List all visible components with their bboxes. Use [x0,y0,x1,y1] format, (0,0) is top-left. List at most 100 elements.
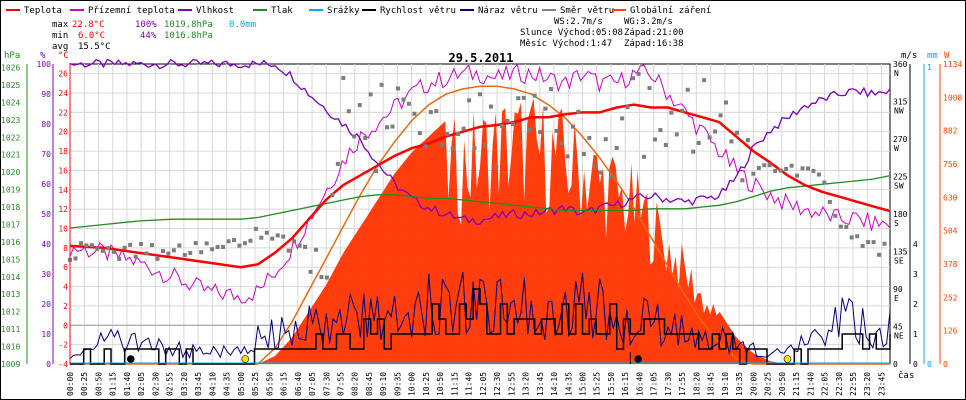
axis-temp-tick: 12 [58,205,68,214]
wind-direction-point [680,108,685,113]
wind-direction-point [724,100,728,105]
wind-direction-point [652,137,657,142]
wind-direction-point [674,132,679,137]
wind-direction-point [685,87,690,92]
axis-direction-label: SW [894,182,904,191]
wind-direction-point [833,213,838,218]
wind-direction-point [576,109,581,114]
axis-w-tick: 756 [943,160,958,169]
wind-direction-point [281,234,286,239]
axis-hpa-tick: 1017 [1,220,20,229]
sun-set-marker [783,355,792,363]
axis-time-tick: 17:05 [650,372,659,396]
stat-min-press: 1016.8hPa [164,31,213,41]
axis-direction-label: NW [894,107,904,116]
axis-hpa-tick: 1016 [1,238,20,247]
wind-direction-point [368,92,373,97]
axis-direction-tick: 180 [893,210,908,219]
axis-direction-tick: 45 [893,323,903,332]
wind-direction-point [505,118,510,123]
axis-humidity-tick: 10 [41,330,51,339]
stat-avg-temp: 15.5°C [78,42,111,52]
axis-hpa-tick: 1019 [1,186,20,195]
info-wg: WG:3.2m/s [624,17,673,27]
series-ground-temperature [69,63,891,304]
wind-direction-point [412,111,417,116]
wind-direction-point [100,248,105,253]
axis-mm-title: mm [927,51,938,61]
wind-direction-point [396,86,400,91]
axis-time-tick: 10:25 [422,372,431,396]
axis-time-tick: 13:20 [522,372,531,396]
axis-time-tick: 11:15 [450,372,459,396]
wind-direction-point [570,124,575,129]
wind-direction-point [538,130,543,135]
wind-direction-point [549,86,554,91]
wind-direction-point [390,124,395,129]
wind-direction-point [756,165,761,170]
wind-direction-point [806,166,810,171]
wind-direction-point [150,243,154,248]
axis-time-tick: 19:35 [735,372,744,396]
wind-direction-point [428,110,433,115]
sun-rise-marker [241,355,250,363]
axis-direction-tick: 90 [893,285,903,294]
wind-direction-point [532,93,537,98]
wind-direction-point [117,256,122,261]
axis-time-tick: 06:15 [280,372,289,396]
wind-direction-point [139,242,144,247]
axis-direction-label: S [894,219,899,228]
axis-humidity-tick: 100 [37,60,52,69]
axis-time-tick: 20:25 [764,372,773,396]
wind-direction-point [565,154,570,159]
wind-direction-point [516,96,521,101]
wind-direction-point [144,251,149,256]
series-wind-direction [68,71,887,280]
wind-direction-point [521,95,526,100]
axis-w-tick: 0 [943,360,948,369]
axis-temp-tick: 8 [63,244,68,253]
wind-direction-point [855,234,860,239]
axis-time-tick: 01:15 [109,372,118,396]
axis-time-tick: 22:30 [835,372,844,396]
wind-direction-point [527,127,532,132]
axis-time-tick: 15:25 [593,372,602,396]
wind-direction-point [587,135,592,140]
axis-temp-tick: 24 [58,89,68,98]
moon-rise-marker [127,355,135,363]
wind-direction-point [171,248,176,253]
wind-direction-point [811,168,816,173]
stat-max-press: 1019.8hPa [164,20,213,30]
wind-direction-point [647,86,652,91]
series-temperature [69,103,891,269]
wind-direction-point [663,142,668,147]
wind-direction-point [106,246,111,251]
wind-direction-point [510,122,515,127]
axis-time-tick: 02:30 [151,372,160,396]
axis-time-tick: 12:30 [493,372,502,396]
legend-label: Globální záření [630,6,711,16]
series-wind-speed [70,288,891,365]
axis-ms-tick: 1 [913,330,918,339]
wind-direction-point [417,131,422,136]
axis-hpa-tick: 1013 [1,290,20,299]
axis-humidity-tick: 80 [41,120,51,129]
wind-direction-point [762,163,767,168]
info-sunset: Západ:21:00 [624,28,684,38]
axis-w-tick: 1134 [943,60,962,69]
legend-label: Přízemní teplota [88,6,175,16]
axis-ms-tick: 0 [913,360,918,369]
info-moonset: Západ:16:38 [624,39,684,49]
legend-label: Teplota [24,6,62,16]
axis-time-tick: 21:40 [806,372,815,396]
axis-time-tick: 22:05 [821,372,830,396]
wind-direction-point [215,245,220,250]
wind-direction-point [111,249,116,254]
wind-direction-point [713,129,718,134]
series-humidity [69,58,891,225]
axis-direction-label: E [894,294,899,303]
wind-direction-point [494,164,499,169]
wind-direction-point [499,124,504,129]
wind-direction-point [658,128,663,133]
